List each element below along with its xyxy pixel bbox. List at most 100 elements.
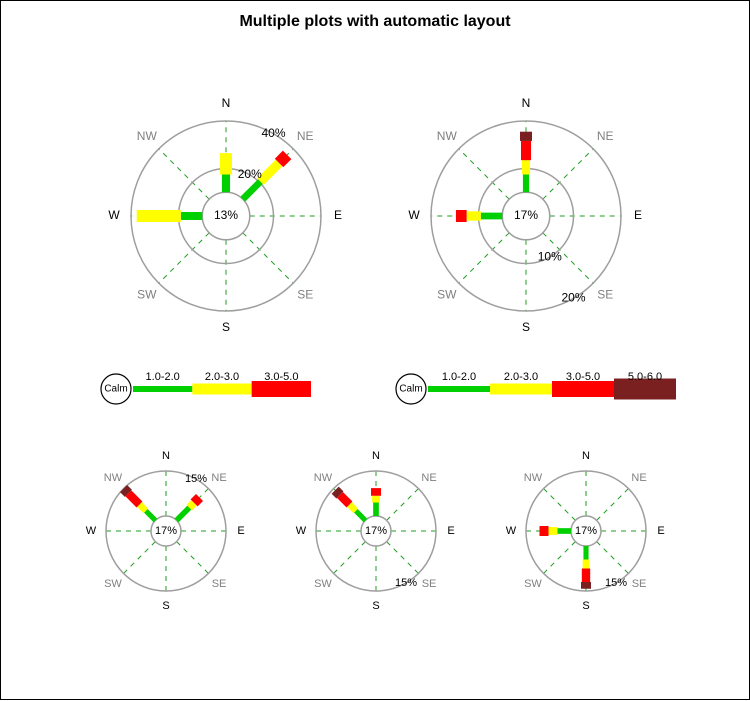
compass-label: S	[582, 600, 589, 612]
windrose-bar-seg	[558, 528, 572, 534]
compass-label: S	[222, 320, 230, 334]
compass-label: SW	[314, 578, 332, 590]
windrose-bar-seg	[549, 527, 558, 535]
windrose-bar-seg	[521, 141, 531, 160]
legend-item-label: 3.0-5.0	[264, 371, 298, 383]
windrose-bar-seg	[144, 509, 157, 522]
spoke	[459, 149, 509, 199]
windrose-bar-seg	[581, 582, 591, 589]
windrose-bar-seg	[175, 506, 192, 523]
compass-label: NW	[104, 472, 123, 484]
compass-label: SW	[137, 287, 157, 301]
legend-swatch	[490, 384, 552, 395]
spoke	[544, 542, 576, 574]
legend-item-label: 2.0-3.0	[504, 371, 538, 383]
windrose-bar-seg	[181, 212, 202, 220]
legend-swatch	[252, 381, 311, 397]
windrose-stage: NNEESESSWWNW20%40%13%NNEESESSWWNW10%20%1…	[1, 1, 750, 701]
legend-item-label: 1.0-2.0	[442, 371, 476, 383]
spoke	[597, 542, 629, 574]
spoke	[159, 233, 209, 283]
windrose-bar-seg	[222, 174, 230, 192]
compass-label: NW	[137, 129, 158, 143]
windrose-bar-seg	[373, 503, 379, 517]
compass-label: W	[86, 525, 97, 537]
compass-label: SW	[524, 578, 542, 590]
compass-label: S	[372, 600, 379, 612]
legend-swatch	[192, 384, 251, 395]
compass-label: W	[108, 208, 120, 222]
spoke	[459, 233, 509, 283]
compass-label: SE	[212, 578, 227, 590]
ring-tick-label: 20%	[561, 290, 585, 304]
spoke	[177, 542, 209, 574]
compass-label: SW	[437, 287, 457, 301]
spoke	[124, 542, 156, 574]
compass-label: E	[447, 525, 454, 537]
compass-label: N	[222, 96, 231, 110]
compass-label: E	[334, 208, 342, 222]
compass-label: NW	[524, 472, 543, 484]
legend-item-label: 3.0-5.0	[566, 371, 600, 383]
windrose-bar-seg	[456, 210, 467, 222]
center-label: 17%	[514, 208, 538, 222]
compass-label: SW	[104, 578, 122, 590]
legend-swatch	[552, 381, 614, 397]
legend-item-label: 1.0-2.0	[146, 371, 180, 383]
spoke	[543, 149, 593, 199]
ring-tick-label: 15%	[605, 577, 627, 589]
center-label: 17%	[575, 525, 597, 537]
center-label: 17%	[365, 525, 387, 537]
figure-container: Multiple plots with automatic layout NNE…	[0, 0, 750, 700]
spoke	[334, 542, 366, 574]
ring-tick-label: 15%	[395, 577, 417, 589]
legend-calm-label: Calm	[399, 384, 422, 395]
compass-label: SE	[422, 578, 437, 590]
windrose-bar-seg	[540, 526, 549, 536]
compass-label: NE	[211, 472, 226, 484]
compass-label: W	[506, 525, 517, 537]
legend-calm-label: Calm	[104, 384, 127, 395]
compass-label: S	[522, 320, 530, 334]
compass-label: NE	[597, 129, 614, 143]
compass-label: E	[657, 525, 664, 537]
center-label: 17%	[155, 525, 177, 537]
legend-swatch	[428, 386, 490, 392]
windrose-bar-seg	[523, 174, 529, 192]
spoke	[159, 149, 209, 199]
spoke	[597, 489, 629, 521]
windrose-bar-seg	[354, 509, 367, 522]
compass-label: W	[408, 208, 420, 222]
compass-label: NE	[297, 129, 314, 143]
spoke	[243, 233, 293, 283]
compass-label: E	[237, 525, 244, 537]
windrose-bar-seg	[520, 132, 532, 141]
windrose-bar-seg	[582, 569, 590, 583]
compass-label: SE	[632, 578, 647, 590]
windrose-bar-seg	[372, 496, 380, 503]
compass-label: NE	[421, 472, 436, 484]
compass-label: N	[582, 450, 590, 462]
compass-label: E	[634, 208, 642, 222]
ring-tick-label: 20%	[238, 167, 262, 181]
center-label: 13%	[214, 208, 238, 222]
compass-label: N	[522, 96, 531, 110]
legend-item-label: 2.0-3.0	[205, 371, 239, 383]
spoke	[387, 542, 419, 574]
windrose-bar-seg	[137, 210, 181, 222]
ring-tick-label: 15%	[185, 473, 207, 485]
ring-tick-label: 10%	[538, 249, 562, 263]
compass-label: NE	[631, 472, 646, 484]
windrose-bar-seg	[220, 153, 232, 174]
legend-item-label: 5.0-6.0	[628, 371, 662, 383]
windrose-bar-seg	[583, 560, 590, 569]
compass-label: NW	[314, 472, 333, 484]
windrose-bar-seg	[583, 546, 588, 560]
legend-swatch	[133, 386, 192, 392]
windrose-bar-seg	[467, 211, 481, 220]
compass-label: N	[372, 450, 380, 462]
windrose-bar-seg	[522, 160, 530, 174]
spoke	[544, 489, 576, 521]
spoke	[387, 489, 419, 521]
compass-label: N	[162, 450, 170, 462]
